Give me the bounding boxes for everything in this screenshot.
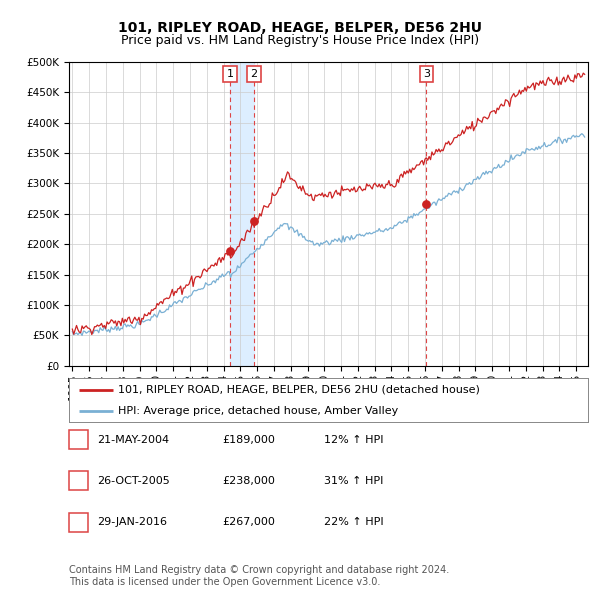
Text: 3: 3 <box>423 69 430 79</box>
Text: Contains HM Land Registry data © Crown copyright and database right 2024.
This d: Contains HM Land Registry data © Crown c… <box>69 565 449 587</box>
Point <box>422 199 431 208</box>
Text: 1: 1 <box>75 435 82 444</box>
Text: 3: 3 <box>75 517 82 527</box>
Text: 1: 1 <box>226 69 233 79</box>
Text: HPI: Average price, detached house, Amber Valley: HPI: Average price, detached house, Ambe… <box>118 406 398 416</box>
Text: Price paid vs. HM Land Registry's House Price Index (HPI): Price paid vs. HM Land Registry's House … <box>121 34 479 47</box>
Text: 29-JAN-2016: 29-JAN-2016 <box>97 517 167 527</box>
Text: 12% ↑ HPI: 12% ↑ HPI <box>324 435 383 444</box>
Text: £189,000: £189,000 <box>222 435 275 444</box>
Text: £238,000: £238,000 <box>222 476 275 486</box>
Text: 22% ↑ HPI: 22% ↑ HPI <box>324 517 383 527</box>
Point <box>249 217 259 226</box>
Text: 21-MAY-2004: 21-MAY-2004 <box>97 435 169 444</box>
Text: 101, RIPLEY ROAD, HEAGE, BELPER, DE56 2HU (detached house): 101, RIPLEY ROAD, HEAGE, BELPER, DE56 2H… <box>118 385 480 395</box>
Point <box>225 246 235 255</box>
Text: 2: 2 <box>75 476 82 486</box>
Bar <box>230 62 254 366</box>
Text: 31% ↑ HPI: 31% ↑ HPI <box>324 476 383 486</box>
Text: £267,000: £267,000 <box>222 517 275 527</box>
Text: 2: 2 <box>251 69 257 79</box>
Text: 101, RIPLEY ROAD, HEAGE, BELPER, DE56 2HU: 101, RIPLEY ROAD, HEAGE, BELPER, DE56 2H… <box>118 21 482 35</box>
Text: 26-OCT-2005: 26-OCT-2005 <box>97 476 170 486</box>
